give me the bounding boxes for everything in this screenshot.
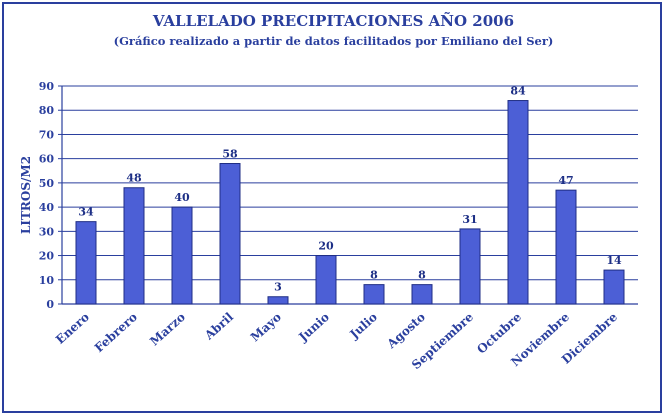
- bar-septiembre: [459, 228, 481, 305]
- data-label: 3: [274, 281, 282, 294]
- bar-mayo: [267, 296, 289, 305]
- x-tick-label: Enero: [53, 310, 92, 347]
- gridlines: [62, 85, 638, 281]
- bar-julio: [363, 284, 385, 305]
- data-label: 8: [418, 269, 426, 282]
- bar-octubre: [507, 100, 529, 305]
- y-tick-label: 60: [39, 153, 55, 166]
- chart-title: VALLELADO PRECIPITACIONES AÑO 2006: [152, 12, 515, 30]
- data-label: 40: [174, 191, 190, 204]
- y-axis-title: LITROS/M2: [19, 156, 33, 234]
- x-tick-label: Mayo: [248, 310, 284, 345]
- y-tick-label: 80: [39, 104, 55, 117]
- y-tick-label: 30: [39, 225, 55, 238]
- bars: [75, 100, 625, 305]
- y-tick-label: 0: [46, 298, 54, 311]
- data-label: 31: [462, 213, 477, 226]
- x-tick-label: Marzo: [147, 310, 188, 349]
- y-tick-label: 40: [39, 201, 55, 214]
- bar-enero: [75, 221, 97, 305]
- bar-marzo: [171, 206, 193, 305]
- bar-abril: [219, 163, 241, 305]
- y-tick-label: 90: [39, 80, 55, 93]
- data-label: 8: [370, 269, 378, 282]
- x-tick-label: Julio: [346, 310, 380, 342]
- data-label: 34: [78, 206, 94, 219]
- x-tick-label: Abril: [201, 310, 236, 344]
- data-label: 58: [222, 148, 238, 161]
- x-tick-label: Agosto: [384, 310, 428, 352]
- data-label: 84: [510, 85, 526, 98]
- data-label: 20: [318, 240, 334, 253]
- y-tick-label: 50: [39, 177, 55, 190]
- y-tick-label: 10: [39, 274, 55, 287]
- chart-subtitle: (Gráfico realizado a partir de datos fac…: [113, 34, 554, 48]
- bar-noviembre: [555, 189, 577, 305]
- bar-junio: [315, 255, 337, 305]
- bar-diciembre: [603, 269, 625, 305]
- y-tick-label: 20: [39, 250, 55, 263]
- data-label: 14: [606, 254, 622, 267]
- x-tick-label: Octubre: [474, 310, 524, 357]
- x-tick-label: Febrero: [92, 310, 140, 355]
- y-tick-label: 70: [39, 128, 55, 141]
- bar-febrero: [123, 187, 145, 305]
- axes: [58, 85, 638, 305]
- data-label: 48: [126, 172, 142, 185]
- x-tick-label: Junio: [295, 310, 332, 345]
- bar-agosto: [411, 284, 433, 305]
- data-label: 47: [558, 174, 573, 187]
